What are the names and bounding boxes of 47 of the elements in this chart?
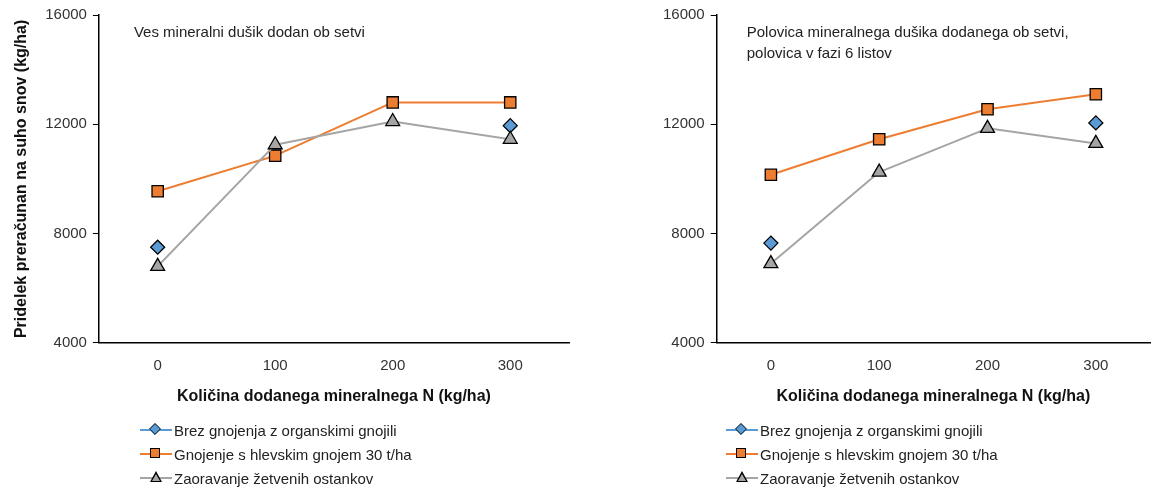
point xyxy=(1088,134,1104,149)
y-tick-label: 4000 xyxy=(671,332,705,350)
x-tick-label: 200 xyxy=(380,355,406,373)
point xyxy=(502,130,518,144)
y-tick-label: 8000 xyxy=(53,223,87,241)
legend-label: Brez gnojenja z organskimi gnojili xyxy=(760,421,983,439)
x-tick-label: 0 xyxy=(766,355,776,373)
point xyxy=(871,163,887,177)
point xyxy=(150,239,166,255)
point xyxy=(386,96,400,109)
legend-label: Zaoravanje žetvenih ostankov xyxy=(760,469,960,487)
x-tick-label: 200 xyxy=(975,355,1001,373)
point xyxy=(150,257,166,271)
legend-label: Zaoravanje žetvenih ostankov xyxy=(174,469,374,487)
y-tick-label: 12000 xyxy=(662,114,705,132)
x-tick-label: 300 xyxy=(1083,355,1109,373)
point xyxy=(872,132,886,146)
y-tick-label: 16000 xyxy=(45,5,87,23)
legend-label: Gnojenje s hlevskim gnojem 30 t/ha xyxy=(174,445,412,463)
text: Polovica mineralnega dušika dodanega ob setvi, polovica v fazi 6 listov xyxy=(746,22,1069,61)
point xyxy=(385,112,401,127)
point xyxy=(763,235,779,251)
point xyxy=(502,117,518,134)
x-tick-label: 100 xyxy=(866,355,892,373)
x-axis-title: Količina dodanega mineralnega N (kg/ha) xyxy=(776,386,1091,404)
legend-label: Gnojenje s hlevskim gnojem 30 t/ha xyxy=(760,445,998,463)
text: Ves mineralni dušik dodan ob setvi xyxy=(133,22,365,40)
y-tick-label: 4000 xyxy=(53,332,87,350)
x-tick-label: 100 xyxy=(262,355,288,373)
point xyxy=(1088,115,1104,131)
point xyxy=(267,136,283,150)
point xyxy=(764,168,778,182)
y-tick-label: 12000 xyxy=(45,114,87,132)
point xyxy=(268,149,282,162)
point xyxy=(503,96,517,109)
point xyxy=(981,102,994,116)
point xyxy=(979,119,996,134)
point xyxy=(763,254,779,269)
point xyxy=(1089,87,1103,101)
y-tick-label: 8000 xyxy=(671,223,705,241)
x-axis-title: Količina dodanega mineralnega N (kg/ha) xyxy=(177,386,491,404)
x-tick-label: 300 xyxy=(497,355,523,373)
legend-label: Brez gnojenja z organskimi gnojili xyxy=(174,421,397,439)
x-tick-label: 0 xyxy=(153,355,162,373)
point xyxy=(151,184,164,198)
y-axis-title: Pridelek preračunan na suho snov (kg/ha) xyxy=(12,19,30,339)
y-tick-label: 16000 xyxy=(662,5,705,23)
